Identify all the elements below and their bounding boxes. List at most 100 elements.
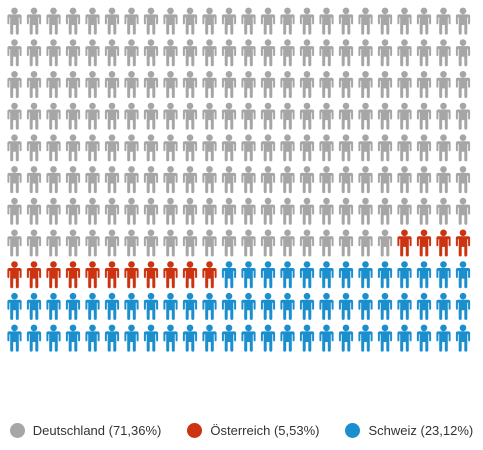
person-icon-deutschland xyxy=(7,229,22,257)
person-icon-deutschland xyxy=(124,197,139,225)
legend-item-oesterreich[interactable]: Österreich (5,53%) xyxy=(187,422,319,438)
person-icon-deutschland xyxy=(260,7,276,35)
person-icon-deutschland xyxy=(416,166,432,194)
person-icon-schweiz xyxy=(143,292,159,320)
person-icon-schweiz xyxy=(280,261,295,289)
person-icon-deutschland xyxy=(143,166,159,194)
person-icon-deutschland xyxy=(221,229,237,257)
person-icon-deutschland xyxy=(7,134,22,162)
person-icon-deutschland xyxy=(455,7,471,35)
person-icon-deutschland xyxy=(163,166,178,194)
person-icon-deutschland xyxy=(377,102,393,130)
person-icon-deutschland xyxy=(104,7,120,35)
person-icon-deutschland xyxy=(7,197,22,225)
person-icon-deutschland xyxy=(46,197,61,225)
legend-label-schweiz: Schweiz (23,12%) xyxy=(368,422,474,438)
legend-swatch-deutschland xyxy=(9,422,25,438)
person-icon-deutschland xyxy=(124,7,139,35)
person-icon-deutschland xyxy=(358,7,373,35)
person-icon-deutschland xyxy=(280,229,295,257)
person-icon-deutschland xyxy=(455,102,471,130)
person-icon-schweiz xyxy=(163,292,178,320)
person-icon-deutschland xyxy=(26,7,42,35)
person-icon-deutschland xyxy=(124,229,139,257)
person-icon-schweiz xyxy=(299,292,315,320)
person-icon-deutschland xyxy=(65,7,81,35)
person-icon-deutschland xyxy=(104,134,120,162)
person-icon-schweiz xyxy=(299,324,315,352)
person-icon-deutschland xyxy=(436,7,451,35)
person-icon-schweiz xyxy=(104,324,120,352)
person-icon-deutschland xyxy=(182,134,198,162)
person-icon-schweiz xyxy=(124,292,139,320)
person-icon-deutschland xyxy=(65,197,81,225)
person-icon-deutschland xyxy=(124,166,139,194)
person-icon-schweiz xyxy=(46,292,61,320)
person-icon-deutschland xyxy=(280,166,295,194)
person-icon-deutschland xyxy=(436,71,451,98)
person-icon-deutschland xyxy=(182,39,198,67)
person-icon-deutschland xyxy=(85,102,100,130)
person-icon-deutschland xyxy=(260,197,276,225)
person-icon-deutschland xyxy=(163,134,178,162)
person-icon-deutschland xyxy=(416,39,432,67)
person-icon-deutschland xyxy=(221,7,237,35)
person-icon-deutschland xyxy=(319,7,334,35)
legend-item-schweiz[interactable]: Schweiz (23,12%) xyxy=(345,422,474,438)
person-icon-sterreich xyxy=(7,261,22,289)
person-icon-deutschland xyxy=(280,134,295,162)
person-icon-deutschland xyxy=(221,102,237,130)
person-icon-deutschland xyxy=(65,134,81,162)
person-icon-deutschland xyxy=(319,71,334,98)
person-icon-deutschland xyxy=(397,102,412,130)
person-icon-deutschland xyxy=(124,39,139,67)
person-icon-deutschland xyxy=(7,166,22,194)
person-icon-deutschland xyxy=(202,197,217,225)
person-icon-deutschland xyxy=(358,166,373,194)
person-icon-deutschland xyxy=(163,102,178,130)
person-icon-schweiz xyxy=(397,261,412,289)
person-icon-deutschland xyxy=(85,229,100,257)
person-icon-sterreich xyxy=(65,261,81,289)
waffle-chart xyxy=(7,7,471,352)
person-icon-sterreich xyxy=(85,261,100,289)
person-icon-sterreich xyxy=(397,229,412,257)
person-icon-deutschland xyxy=(241,102,256,130)
legend-item-deutschland[interactable]: Deutschland (71,36%) xyxy=(9,422,161,438)
person-icon-deutschland xyxy=(65,166,81,194)
person-icon-deutschland xyxy=(280,197,295,225)
person-icon-deutschland xyxy=(377,197,393,225)
person-icon-deutschland xyxy=(46,71,61,98)
person-icon-deutschland xyxy=(338,102,354,130)
person-icon-schweiz xyxy=(319,292,334,320)
person-icon-schweiz xyxy=(26,292,42,320)
legend-swatch-schweiz xyxy=(345,422,361,438)
person-icon-deutschland xyxy=(182,7,198,35)
person-icon-deutschland xyxy=(260,134,276,162)
person-icon-deutschland xyxy=(319,39,334,67)
person-icon-schweiz xyxy=(221,324,237,352)
person-icon-schweiz xyxy=(338,324,354,352)
person-icon-deutschland xyxy=(436,166,451,194)
person-icon-deutschland xyxy=(46,39,61,67)
person-icon-deutschland xyxy=(65,39,81,67)
person-icon-deutschland xyxy=(299,7,315,35)
person-icon-deutschland xyxy=(104,39,120,67)
person-icon-deutschland xyxy=(65,229,81,257)
person-icon-schweiz xyxy=(436,292,451,320)
person-icon-schweiz xyxy=(260,292,276,320)
person-icon-schweiz xyxy=(221,261,237,289)
person-icon-deutschland xyxy=(319,197,334,225)
person-icon-schweiz xyxy=(124,324,139,352)
person-icon-deutschland xyxy=(85,39,100,67)
person-icon-deutschland xyxy=(46,229,61,257)
person-icon-deutschland xyxy=(299,166,315,194)
person-icon-sterreich xyxy=(416,229,432,257)
person-icon-deutschland xyxy=(397,7,412,35)
person-icon-deutschland xyxy=(338,166,354,194)
person-icon-schweiz xyxy=(377,292,393,320)
person-icon-sterreich xyxy=(143,261,159,289)
person-icon-deutschland xyxy=(436,197,451,225)
person-icon-deutschland xyxy=(26,39,42,67)
person-icon-deutschland xyxy=(299,229,315,257)
